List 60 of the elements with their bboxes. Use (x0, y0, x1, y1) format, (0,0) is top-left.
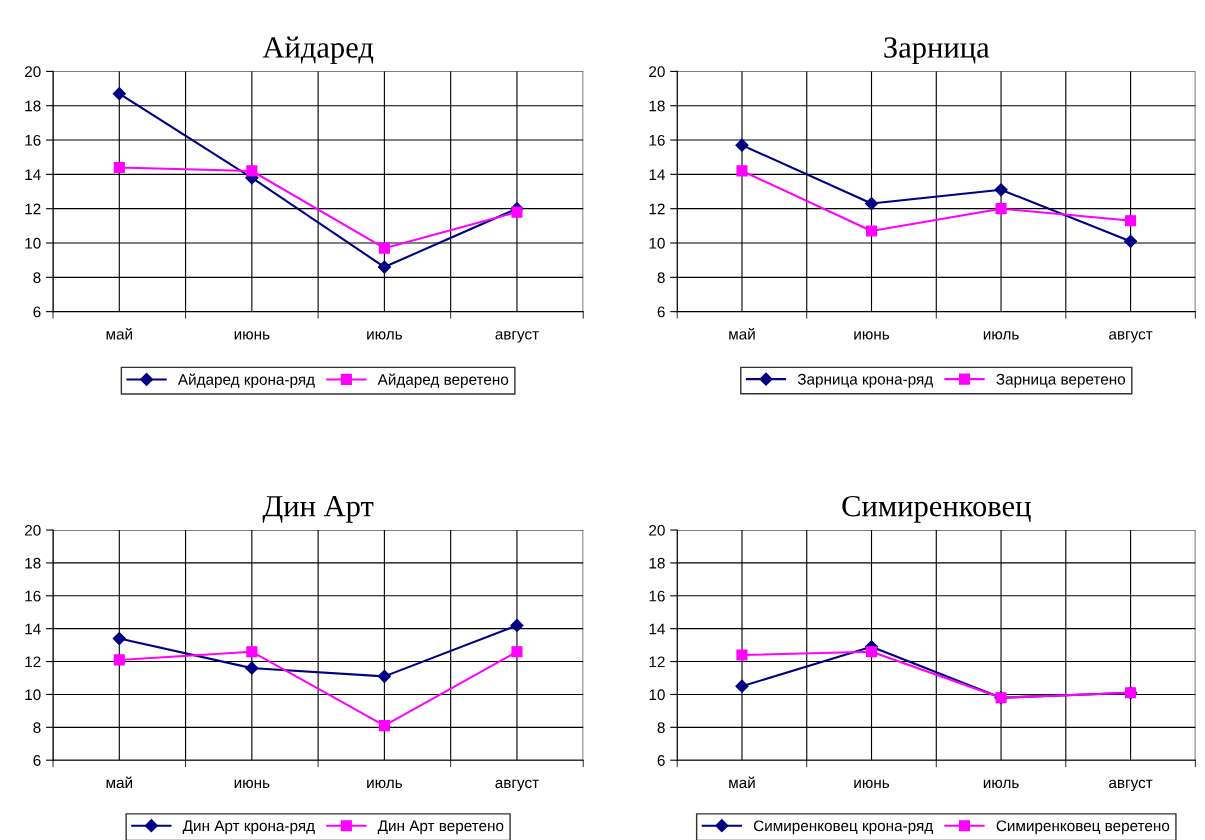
legend-label: Дин Арт крона-ряд (182, 820, 315, 835)
x-tick-label: август (1109, 779, 1153, 792)
y-tick-label: 16 (649, 134, 665, 146)
y-tick-label: 8 (657, 722, 665, 734)
y-tick-label: 18 (25, 100, 41, 112)
y-tick-label: 12 (649, 203, 665, 215)
legend-label: Зарница веретено (996, 373, 1126, 388)
chart-title: Симиренковец (842, 495, 1031, 523)
x-tick-label: май (106, 776, 132, 789)
y-tick-label: 12 (25, 203, 41, 215)
x-tick-label: август (495, 779, 539, 792)
legend-label: Дин Арт веретено (377, 820, 504, 835)
x-tick-label: июль (367, 779, 403, 789)
y-tick-label: 8 (657, 272, 665, 284)
legend-label: Айдаред веретено (377, 373, 509, 388)
x-tick-label: май (729, 776, 755, 789)
y-tick-label: 10 (25, 689, 41, 701)
x-tick-label: июль (367, 331, 403, 340)
x-tick-label: июль (983, 779, 1019, 789)
x-tick-label: июль (983, 331, 1019, 340)
y-tick-label: 12 (25, 656, 41, 668)
y-tick-label: 14 (25, 169, 41, 180)
y-tick-label: 20 (649, 66, 665, 78)
y-tick-label: 10 (25, 237, 41, 249)
chart-title: Айдаред (262, 36, 374, 65)
y-tick-label: 6 (33, 755, 41, 766)
chart-title: Зарница (884, 37, 990, 65)
x-tick-label: август (1109, 331, 1153, 343)
y-tick-label: 14 (649, 623, 665, 635)
y-tick-label: 16 (25, 134, 41, 146)
y-tick-label: 12 (649, 656, 665, 668)
y-tick-label: 18 (649, 100, 665, 112)
x-tick-label: июнь (234, 779, 270, 789)
y-tick-label: 6 (657, 306, 665, 318)
y-tick-label: 14 (649, 169, 665, 180)
y-tick-label: 20 (649, 524, 665, 536)
x-tick-label: май (729, 328, 755, 340)
y-tick-label: 6 (33, 306, 41, 318)
x-tick-label: июнь (854, 779, 890, 789)
y-tick-label: 18 (25, 557, 41, 569)
legend-label: Зарница крона-ряд (797, 373, 933, 388)
y-tick-label: 8 (33, 272, 41, 284)
y-tick-label: 18 (649, 557, 665, 569)
y-tick-label: 16 (649, 590, 665, 602)
y-tick-label: 6 (657, 755, 665, 766)
legend-label: Айдаред крона-ряд (177, 373, 315, 388)
y-tick-label: 8 (33, 722, 41, 734)
chart-title: Дин Арт (262, 495, 374, 523)
x-tick-label: май (106, 328, 132, 340)
x-tick-label: август (495, 331, 539, 343)
x-tick-label: июнь (854, 331, 890, 340)
y-tick-label: 20 (24, 66, 41, 78)
y-tick-label: 10 (649, 237, 665, 249)
legend-label: Симиренковец веретено (996, 820, 1170, 835)
y-tick-label: 10 (649, 689, 665, 701)
y-tick-label: 14 (25, 623, 41, 635)
legend-label: Симиренковец крона-ряд (753, 820, 933, 835)
x-tick-label: июнь (234, 331, 270, 340)
y-tick-label: 16 (25, 590, 41, 602)
y-tick-label: 20 (24, 524, 41, 536)
